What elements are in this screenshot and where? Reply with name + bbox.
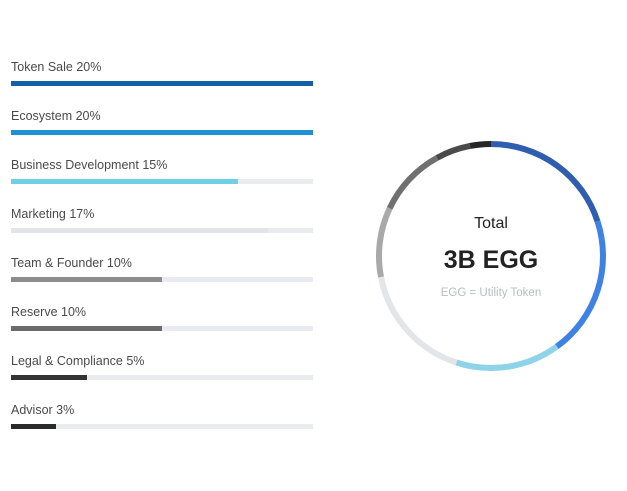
allocation-bar-label: Advisor 3% xyxy=(11,403,75,417)
allocation-bar-track xyxy=(11,277,313,282)
allocation-bar-label: Legal & Compliance 5% xyxy=(11,354,145,368)
allocation-bar-track xyxy=(11,424,313,429)
allocation-bar-row: Marketing 17% xyxy=(11,207,313,247)
donut-center-value: 3B EGG xyxy=(443,246,539,274)
donut-segment xyxy=(386,155,439,210)
allocation-donut-chart: Total 3B EGG EGG = Utility Token xyxy=(371,136,611,376)
donut-center-subtitle: EGG = Utility Token xyxy=(440,287,542,299)
allocation-bar-row: Team & Founder 10% xyxy=(11,256,313,296)
donut-segment xyxy=(376,207,393,278)
allocation-bar-row: Token Sale 20% xyxy=(11,60,313,100)
donut-segment xyxy=(555,220,606,350)
allocation-bar-row: Business Development 15% xyxy=(11,158,313,198)
donut-svg xyxy=(376,141,606,371)
donut-segment xyxy=(455,344,559,371)
allocation-bar-label: Marketing 17% xyxy=(11,207,95,221)
allocation-bar-fill xyxy=(11,179,238,184)
allocation-bar-track xyxy=(11,81,313,86)
allocation-bar-track xyxy=(11,326,313,331)
allocation-bar-fill xyxy=(11,424,57,429)
allocation-bar-fill xyxy=(11,228,268,233)
allocation-bar-fill xyxy=(11,81,313,86)
donut-center-title: Total xyxy=(474,215,508,232)
allocation-bar-fill xyxy=(11,130,313,135)
allocation-bar-label: Token Sale 20% xyxy=(11,60,102,74)
allocation-bar-fill xyxy=(11,375,87,380)
allocation-bar-row: Legal & Compliance 5% xyxy=(11,354,313,394)
allocation-bar-row: Advisor 3% xyxy=(11,403,313,443)
allocation-bar-label: Reserve 10% xyxy=(11,305,87,319)
allocation-bar-label: Team & Founder 10% xyxy=(11,256,132,270)
allocation-bar-track xyxy=(11,179,313,184)
donut-segment xyxy=(490,141,601,223)
allocation-bar-row: Reserve 10% xyxy=(11,305,313,345)
donut-segment xyxy=(469,141,492,149)
allocation-bar-track xyxy=(11,130,313,135)
allocation-bar-label: Ecosystem 20% xyxy=(11,109,101,123)
donut-segment xyxy=(435,143,471,161)
allocation-bar-fill xyxy=(11,277,162,282)
allocation-bar-track xyxy=(11,228,313,233)
donut-segment xyxy=(378,276,458,366)
allocation-bar-fill xyxy=(11,326,162,331)
allocation-bar-label: Business Development 15% xyxy=(11,158,168,172)
allocation-bar-row: Ecosystem 20% xyxy=(11,109,313,149)
allocation-bar-track xyxy=(11,375,313,380)
